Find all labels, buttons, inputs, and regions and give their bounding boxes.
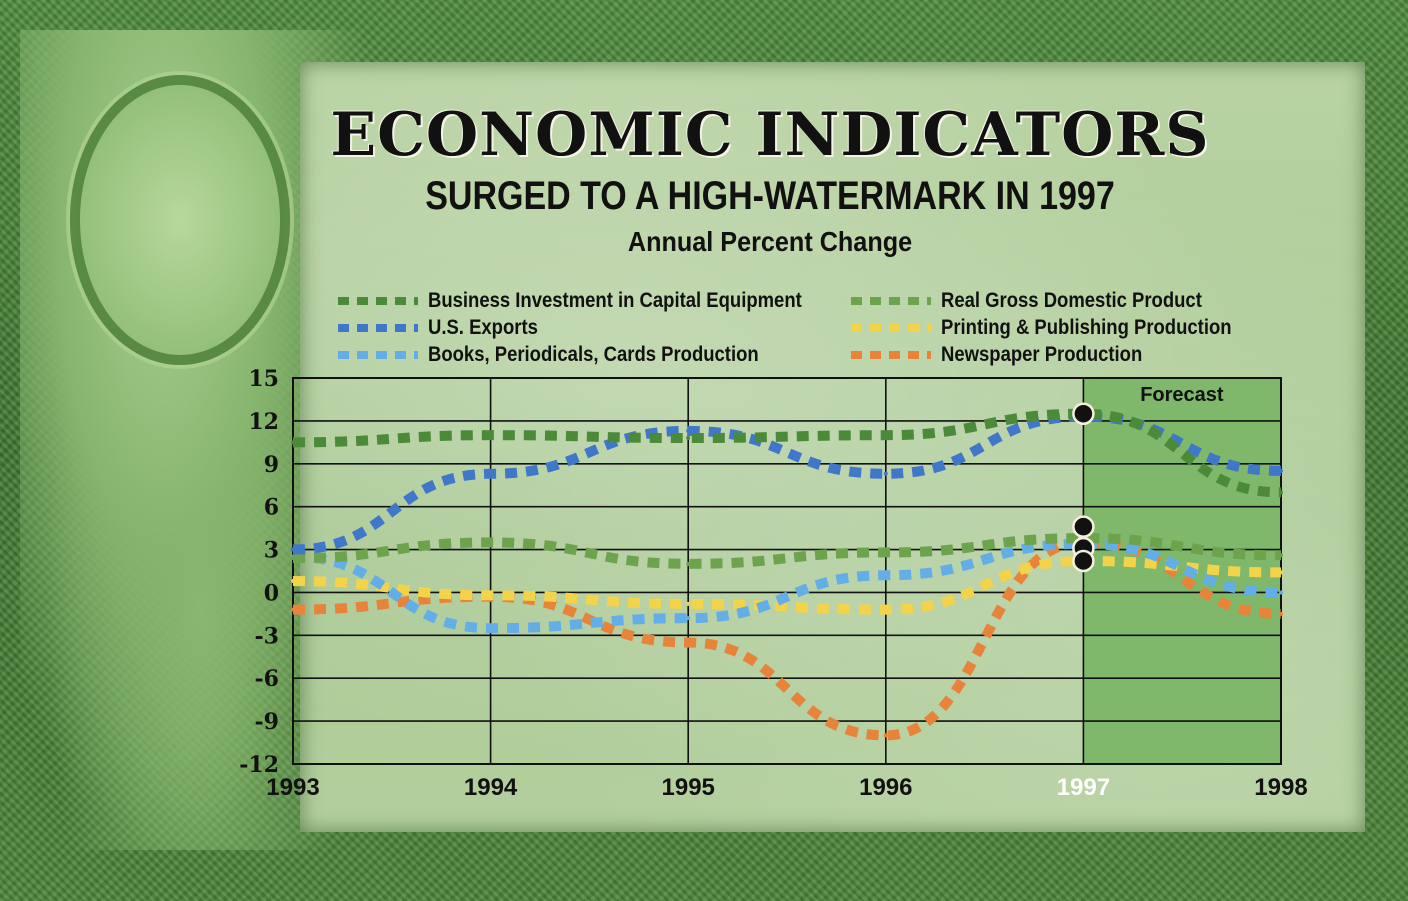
marker-1997 [1072,515,1095,538]
x-tick-label: 1994 [464,774,518,801]
y-tick-label: -3 [255,623,279,649]
one-dollar-seal-icon [70,75,290,365]
y-tick-label: 12 [248,409,279,435]
data-point-newspaper [291,607,295,612]
data-point-gdp [883,550,888,555]
marker-1997 [1072,549,1095,573]
data-point-books [488,626,493,631]
data-point-exports [488,471,493,476]
data-point-business [1279,490,1283,495]
y-tick-label: 0 [264,580,279,606]
x-tick-label: 1993 [266,774,319,801]
data-point-business [686,436,691,441]
y-tick-label: -6 [255,666,279,692]
data-point-gdp [686,561,691,566]
data-point-newspaper [1279,611,1283,616]
series-line-business [292,408,1282,498]
data-point-gdp [291,556,295,561]
legend-label-newspaper: Newspaper Production [941,343,1143,366]
legend-swatch-books [338,351,418,359]
series-line-books [292,538,1282,634]
x-tick-label: 1995 [662,774,715,801]
data-point-exports [686,428,691,433]
data-point-newspaper [883,733,888,738]
marker-1997 [1072,402,1095,425]
data-point-business [883,433,888,438]
data-point-books [883,573,888,578]
legend-swatch-business [338,297,418,305]
y-tick-label: 6 [264,495,279,521]
y-tick-label: -12 [239,752,279,778]
data-point-business [488,433,493,438]
x-tick-label: 1997 [1057,774,1110,801]
legend-swatch-gdp [851,297,931,305]
legend-item-gdp: Real Gross Domestic Product [851,288,1237,314]
y-tick-label: 3 [264,538,279,564]
data-point-books [686,616,691,621]
data-point-printing [1279,570,1283,575]
series-line-gdp [292,533,1282,569]
data-point-gdp [488,540,493,545]
data-point-books [1279,590,1283,595]
data-point-exports [1279,468,1283,473]
y-tick-label: 9 [264,452,279,478]
chart-subtitle: SURGED TO A HIGH-WATERMARK IN 1997 [425,174,1115,218]
unit-label: Annual Percent Change [627,226,913,257]
forecast-label: Forecast [1140,384,1224,406]
series-line-printing [292,555,1282,615]
legend-item-business: Business Investment in Capital Equipment [338,288,853,314]
data-point-gdp [1279,553,1283,558]
x-tick-label: 1998 [1254,774,1307,801]
legend-label-books: Books, Periodicals, Cards Production [428,343,759,366]
legend-label-exports: U.S. Exports [428,316,538,339]
legend-label-gdp: Real Gross Domestic Product [941,289,1202,312]
data-point-newspaper [686,640,691,645]
legend-swatch-printing [851,324,931,332]
data-point-printing [291,579,295,584]
data-point-exports [883,471,888,476]
x-tick-label: 1996 [859,774,912,801]
legend-label-business: Business Investment in Capital Equipment [428,289,802,312]
legend-item-printing: Printing & Publishing Production [851,315,1271,341]
data-point-business [291,440,295,445]
chart-title: ECONOMIC INDICATORS [330,100,1210,170]
legend-swatch-newspaper [851,351,931,359]
data-point-printing [686,601,691,606]
data-point-exports [291,547,295,552]
forecast-region [1083,378,1281,764]
y-tick-label: 15 [248,366,279,392]
legend-item-newspaper: Newspaper Production [851,342,1170,368]
legend-label-printing: Printing & Publishing Production [941,316,1232,339]
legend-swatch-exports [338,324,418,332]
data-point-printing [488,593,493,598]
legend-item-exports: U.S. Exports [338,315,553,341]
data-point-printing [883,607,888,612]
legend-item-books: Books, Periodicals, Cards Production [338,342,804,368]
y-tick-label: -9 [255,709,279,735]
